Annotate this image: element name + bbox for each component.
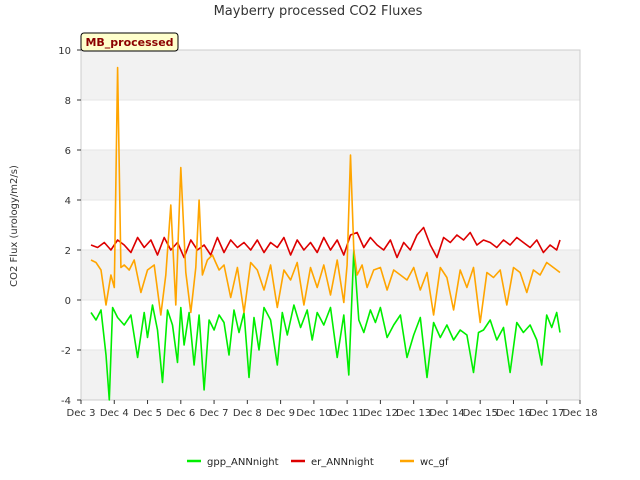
y-tick-label: 0 xyxy=(65,296,71,307)
legend-label: gpp_ANNnight xyxy=(207,457,279,468)
x-tick-label: Dec 14 xyxy=(429,408,464,419)
x-tick-label: Dec 15 xyxy=(463,408,498,419)
y-tick-label: 8 xyxy=(65,96,71,107)
badge: MB_processed xyxy=(80,32,179,52)
y-tick-label: -2 xyxy=(61,346,71,357)
legend-label: wc_gf xyxy=(420,457,449,468)
x-tick-label: Dec 5 xyxy=(133,408,162,419)
x-tick-label: Dec 12 xyxy=(363,408,398,419)
x-tick-label: Dec 6 xyxy=(166,408,195,419)
background-band xyxy=(81,350,580,400)
x-tick-label: Dec 3 xyxy=(67,408,96,419)
series-line-gpp-annnight xyxy=(90,249,561,401)
y-tick-label: 10 xyxy=(58,46,71,57)
chart-title: Mayberry processed CO2 Fluxes xyxy=(214,4,423,19)
x-tick-label: Dec 10 xyxy=(296,408,331,419)
badge-label: MB_processed xyxy=(85,36,173,49)
badge-box xyxy=(80,32,179,52)
x-tick-label: Dec 17 xyxy=(529,408,564,419)
legend-label: er_ANNnight xyxy=(311,457,374,468)
x-tick-label: Dec 18 xyxy=(562,408,597,419)
x-tick-label: Dec 9 xyxy=(266,408,295,419)
x-axis-ticks: Dec 3 Dec 4 Dec 5 Dec 6 Dec 7 Dec 8 Dec 9 Dec 1… xyxy=(67,400,598,419)
x-tick-label: Dec 16 xyxy=(496,408,531,419)
y-tick-label: 6 xyxy=(65,146,71,157)
series-layer xyxy=(90,66,561,401)
x-tick-label: Dec 4 xyxy=(100,408,129,419)
y-tick-label: 2 xyxy=(65,246,71,257)
x-tick-label: Dec 7 xyxy=(200,408,229,419)
x-tick-label: Dec 11 xyxy=(330,408,365,419)
background-bands xyxy=(81,50,580,400)
x-tick-label: Dec 13 xyxy=(396,408,431,419)
series-line-wc-gf xyxy=(90,66,561,324)
y-tick-label: 4 xyxy=(65,196,71,207)
plot-frame xyxy=(80,49,581,401)
y-tick-label: -4 xyxy=(61,396,71,407)
background-band xyxy=(81,50,580,100)
y-axis-ticks: -4 -2 0 2 4 6 8 10 xyxy=(58,46,81,407)
series-line-er-annnight xyxy=(90,226,561,259)
legend: gpp_ANNnight er_ANNnight wc_gf xyxy=(187,457,449,468)
background-band xyxy=(81,150,580,200)
gridlines xyxy=(81,49,580,401)
y-axis-label: CO2 Flux (urology/m2/s) xyxy=(9,165,20,287)
x-tick-label: Dec 8 xyxy=(233,408,262,419)
